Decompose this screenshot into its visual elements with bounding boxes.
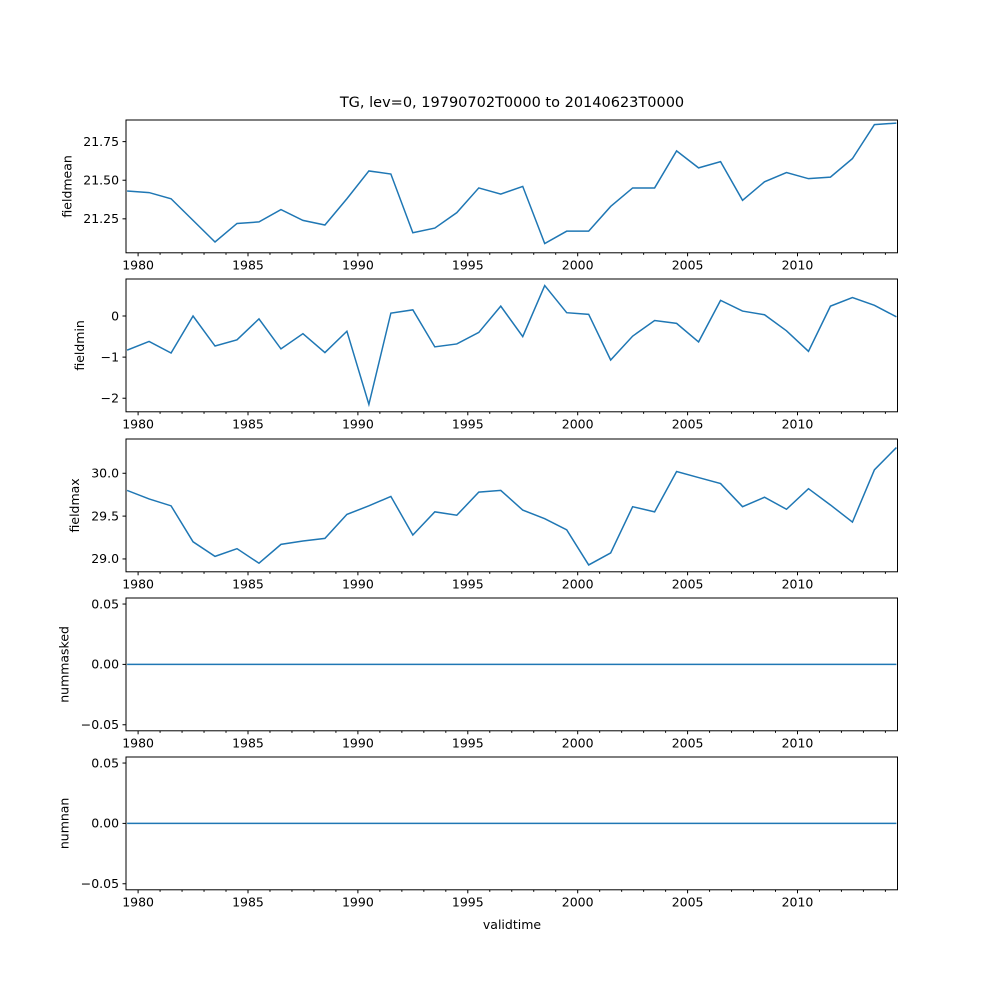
x-tick-label: 2010 [782, 576, 814, 591]
y-tick-label: 21.50 [83, 173, 119, 188]
x-tick-label: 1980 [122, 576, 154, 591]
x-tick-label: 1995 [452, 894, 484, 909]
x-tick-label: 1990 [342, 417, 374, 432]
x-tick-label: 2000 [562, 894, 594, 909]
x-tick-label: 1985 [232, 894, 264, 909]
fieldmean-line [127, 122, 897, 245]
x-tick-label: 2000 [562, 735, 594, 750]
fieldmean-plot: 21.25 21.50 21.75 1980 1985 1990 1995 2000 2005 2… [59, 119, 898, 272]
axes-spines [125, 119, 898, 254]
nummasked-axis-label: nummasked [57, 626, 72, 703]
numnan-plot: −0.05 0.00 0.05 1980 1985 1990 1995 2000 2005 201… [57, 756, 898, 909]
x-tick-label: 2010 [782, 257, 814, 272]
x-tick-label: 1980 [122, 257, 154, 272]
y-tick-label: −0.05 [81, 717, 119, 732]
fieldmean-axis-label: fieldmean [59, 155, 74, 217]
x-tick-label: 1990 [342, 257, 374, 272]
x-tick-label: 1980 [122, 735, 154, 750]
y-tick-label: 29.0 [91, 551, 119, 566]
x-tick-label: 1995 [452, 417, 484, 432]
fieldmax-plot: 29.0 29.5 30.0 1980 1985 1990 1995 2000 2005 2010… [67, 438, 898, 591]
numnan-axis-label: numnan [57, 798, 72, 849]
x-tick-label: 2005 [672, 576, 704, 591]
x-tick-label: 2000 [562, 257, 594, 272]
x-tick-label: 1980 [122, 417, 154, 432]
x-tick-label: 1990 [342, 735, 374, 750]
y-tick-label: 0.05 [91, 596, 119, 611]
x-tick-label: 2005 [672, 257, 704, 272]
y-tick-label: 29.5 [91, 508, 119, 523]
x-tick-label: 1990 [342, 894, 374, 909]
x-tick-label: 2000 [562, 576, 594, 591]
chart-title: TG, lev=0, 19790702T0000 to 20140623T000… [339, 95, 685, 111]
y-tick-label: −0.05 [81, 876, 119, 891]
x-tick-label: 1985 [232, 576, 264, 591]
y-tick-label: 0 [111, 309, 119, 324]
axes-spines [125, 278, 898, 413]
fieldmax-axis-label: fieldmax [67, 478, 82, 532]
x-tick-label: 2005 [672, 735, 704, 750]
nummasked-plot: −0.05 0.00 0.05 1980 1985 1990 1995 2000 2005 201… [57, 596, 898, 750]
y-tick-label: 21.25 [83, 211, 119, 226]
x-tick-label: 2010 [782, 417, 814, 432]
x-tick-label: 1995 [452, 576, 484, 591]
x-tick-label: 2000 [562, 417, 594, 432]
fieldmin-plot: −2 −1 0 1980 1985 1990 1995 2000 2005 2010 fieldmi… [72, 278, 898, 432]
x-tick-label: 1985 [232, 257, 264, 272]
x-tick-label: 1990 [342, 576, 374, 591]
x-tick-label: 1985 [232, 735, 264, 750]
x-tick-label: 2010 [782, 735, 814, 750]
fieldmax-line [126, 446, 897, 566]
fieldmin-axis-label: fieldmin [72, 320, 87, 370]
y-tick-label: 30.0 [91, 465, 119, 480]
x-tick-label: 1995 [452, 735, 484, 750]
x-tick-label: 1980 [122, 894, 154, 909]
x-tick-label: 2010 [782, 894, 814, 909]
x-tick-label: 1985 [232, 417, 264, 432]
y-tick-label: 21.75 [83, 134, 119, 149]
y-tick-label: −1 [101, 350, 119, 365]
x-tick-label: 2005 [672, 894, 704, 909]
y-tick-label: 0.00 [91, 816, 119, 831]
y-tick-label: 0.00 [91, 657, 119, 672]
y-tick-label: −2 [101, 391, 119, 406]
x-axis-label: validtime [482, 917, 542, 932]
x-tick-label: 2005 [672, 417, 704, 432]
fieldmin-line [126, 284, 897, 408]
y-tick-label: 0.05 [91, 756, 119, 771]
x-tick-label: 1995 [452, 257, 484, 272]
